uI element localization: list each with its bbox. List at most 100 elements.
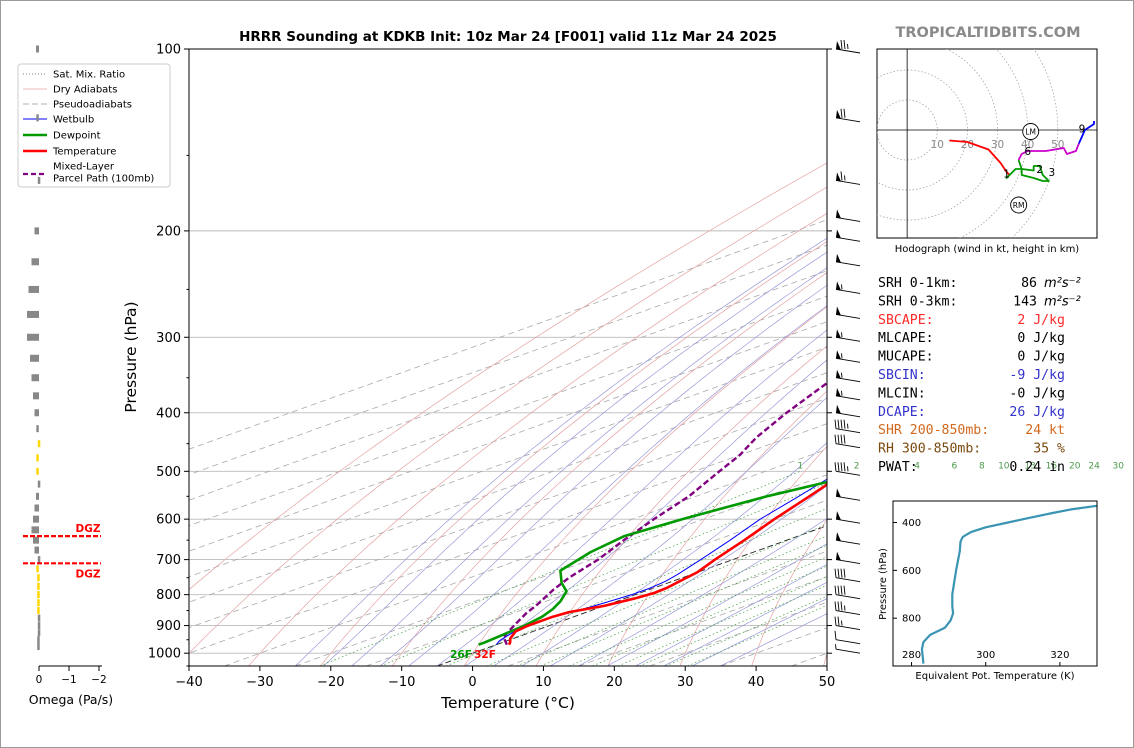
theta-e-ylabel: Pressure (hPa) [878, 548, 889, 620]
mixing-ratio-line [569, 556, 827, 666]
wind-barb-flag [843, 108, 846, 118]
legend-label-dewpoint: Dewpoint [53, 131, 101, 142]
x-tick-label: 50 [819, 675, 836, 690]
omega-bar [37, 480, 41, 488]
omega-bar [36, 454, 39, 462]
brand-watermark: TROPICALTIDBITS.COM [895, 25, 1080, 41]
pseudoadiabat [578, 518, 827, 666]
mixing-ratio-label: 20 [1069, 461, 1081, 471]
storm-motion-marker [1022, 123, 1040, 140]
omega-bar [27, 333, 39, 341]
wind-barb-pennant [836, 511, 841, 521]
wind-barb-flag [837, 568, 840, 578]
pseudoadiabat [408, 305, 827, 666]
pseudoadiabat [663, 581, 827, 666]
y-tick-label: 900 [156, 619, 181, 634]
wind-barb-halfflag [835, 644, 837, 650]
dry-adiabat [248, 212, 827, 666]
wind-barb [835, 171, 861, 185]
wind-barb-staff [835, 648, 861, 654]
param-label: SBCAPE: [878, 313, 934, 328]
wind-barb-flag [834, 601, 837, 611]
mixing-ratio-label: 30 [1112, 461, 1124, 471]
skewt-background-lines [189, 49, 827, 666]
wind-barb [835, 532, 861, 545]
surface-dewpoint-label: 26F [450, 649, 472, 661]
y-tick-label: 700 [156, 553, 181, 568]
wind-barb-flag [840, 171, 843, 181]
wind-barb-flag [834, 585, 837, 595]
hodograph-height-label: 6 [1024, 146, 1031, 158]
isotherm [189, 423, 827, 654]
dewpoint-line [478, 480, 827, 646]
storm-motion-marker [1010, 196, 1028, 214]
wind-barb-pennant [836, 488, 841, 498]
param-value: 0 J/kg [1017, 331, 1065, 346]
isotherm [189, 346, 827, 578]
x-tick-label: −10 [388, 675, 415, 690]
theta-e-frame [892, 500, 1098, 667]
y-tick-label: 400 [156, 406, 181, 421]
hodograph-height-label: 9 [1079, 124, 1086, 136]
wind-barb-pennant [836, 369, 841, 379]
x-axis-label: Temperature (°C) [440, 694, 575, 712]
dry-adiabat [679, 445, 827, 666]
wind-barb-halfflag [841, 353, 843, 359]
wind-barb [834, 568, 861, 583]
wind-barb-staff [835, 577, 861, 583]
wind-barb-flag [834, 434, 837, 444]
mixing-ratio-line [665, 595, 827, 666]
theta-e-y-tick-label: 600 [902, 566, 921, 577]
wind-barb-pennant [836, 41, 841, 50]
skewt-axes-frame [188, 48, 828, 667]
wind-barb-pennant [836, 404, 841, 414]
hodograph-trace [1017, 143, 1080, 161]
wind-barb [834, 585, 861, 600]
skewt-series [478, 381, 827, 646]
wind-barb [834, 630, 861, 645]
omega-bar [36, 114, 39, 122]
wind-barb-flag [843, 434, 846, 444]
dry-adiabat [392, 272, 827, 666]
hodograph-height-label: 2 [1036, 164, 1043, 176]
wind-barb-halfflag [847, 466, 849, 472]
wind-barb-pennant [836, 209, 841, 219]
y-tick-label: 500 [156, 465, 181, 480]
wind-barb [835, 306, 861, 319]
wind-barb-staff [835, 610, 861, 615]
wind-barb-pennant [836, 109, 841, 119]
dgz-label-bottom: DGZ [76, 568, 101, 580]
pseudoadiabat [323, 251, 827, 666]
wind-barb [835, 329, 861, 342]
hodograph-trace [949, 139, 1011, 176]
isotherm [189, 219, 827, 450]
wind-barb [834, 601, 861, 615]
wind-barb-pennant [836, 229, 841, 239]
hodograph-frame [876, 48, 1098, 239]
mixing-ratio-label: 24 [1088, 461, 1100, 471]
dry-adiabat [189, 162, 827, 591]
omega-bar [36, 492, 39, 500]
wind-barb-flag [840, 108, 843, 118]
wind-barb-flag [834, 630, 837, 640]
isotherm [365, 499, 827, 666]
omega-axis-label: Omega (Pa/s) [29, 692, 113, 707]
surface-temperature-label: 32F [474, 649, 496, 661]
omega-bar [37, 599, 40, 607]
wind-barb-flag [843, 39, 846, 50]
storm-motion-label: RM [1013, 201, 1025, 210]
hodograph-height-label: 3 [1048, 167, 1055, 179]
hodograph-height-label: 1 [1003, 169, 1010, 181]
mixing-ratio-line [617, 576, 827, 666]
isotherm [224, 448, 827, 666]
parcel-path-line [502, 381, 827, 646]
omega-bar [37, 582, 40, 590]
mixing-ratio-label: 4 [914, 461, 920, 471]
wind-barb-flag [837, 616, 840, 626]
mixing-ratio-line [540, 544, 827, 666]
wind-barb [835, 209, 861, 222]
theta-e-y-tick-label: 800 [902, 614, 921, 625]
pseudoadiabat [493, 396, 827, 666]
param-label: MUCAPE: [878, 350, 934, 365]
